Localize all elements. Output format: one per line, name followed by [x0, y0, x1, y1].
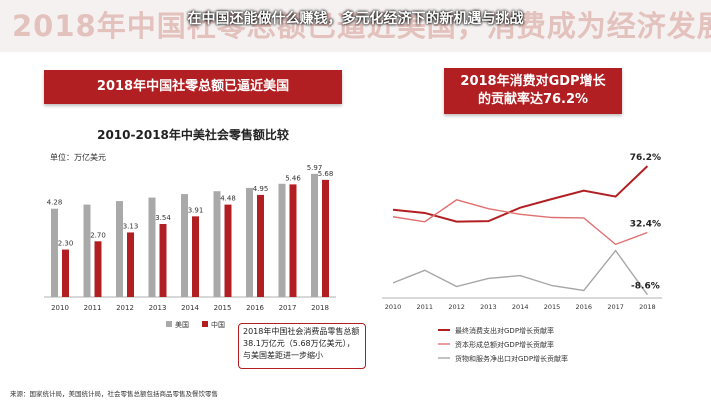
x-tick-label: 2011 [84, 304, 102, 312]
bar-chart-title: 2010-2018年中美社会零售额比较 [97, 128, 289, 142]
bar-china [289, 184, 297, 297]
end-value-label: -8.6% [631, 282, 660, 292]
legend-label: 中国 [211, 320, 225, 329]
x-tick-label: 2010 [51, 304, 69, 312]
x-tick-label: 2013 [480, 303, 497, 311]
series-line-3 [392, 249, 648, 296]
bar-value-label: 2.30 [58, 240, 74, 248]
legend-label: 货物和服务净出口对GDP增长贡献率 [455, 354, 568, 363]
left-banner: 2018年中国社零总额已逼近美国 [44, 70, 342, 104]
bar-usa [83, 204, 91, 297]
bar-value-label: 4.28 [47, 199, 63, 207]
series-line-1 [392, 165, 649, 223]
x-tick-label: 2014 [512, 303, 529, 311]
end-value-label: 32.4% [630, 220, 661, 230]
x-tick-label: 2011 [417, 303, 434, 311]
bar-value-label: 3.13 [123, 222, 139, 230]
right-banner: 2018年消费对GDP增长 的贡献率达76.2% [444, 68, 622, 114]
x-tick-label: 2016 [246, 304, 264, 312]
bar-china [127, 232, 134, 297]
bar-usa [213, 191, 221, 297]
bar-usa [181, 194, 188, 297]
x-tick-label: 2016 [576, 303, 593, 311]
x-tick-label: 2018 [311, 304, 329, 312]
bar-china [94, 241, 102, 297]
bar-china [159, 223, 167, 297]
bar-value-label: 2.70 [90, 231, 106, 239]
page-title: 在中国还能做什么赚钱，多元化经济下的新机遇与挑战 [187, 11, 524, 27]
callout-box: 2018年中国社会消费品零售总额38.1万亿元（5.68万亿美元），与美国差距进… [238, 323, 366, 369]
bar-usa [148, 197, 156, 297]
bar-value-label: 5.68 [318, 170, 334, 178]
bar-value-label: 4.48 [220, 195, 236, 203]
source-note: 来源：国家统计局，美国统计局，社会零售总额包括商品零售及餐饮零售 [10, 390, 218, 398]
x-tick-label: 2015 [544, 303, 561, 311]
bar-usa [278, 183, 286, 297]
x-tick-label: 2017 [279, 304, 297, 312]
bar-value-label: 4.95 [253, 185, 269, 193]
legend-swatch [202, 321, 208, 327]
bar-china [322, 179, 329, 297]
legend-label: 最终消费支出对GDP增长贡献率 [455, 326, 554, 335]
bar-china [257, 194, 264, 297]
bar-value-label: 3.54 [155, 214, 171, 222]
x-tick-label: 2012 [116, 304, 134, 312]
bar-china [224, 204, 232, 297]
bar-value-label: 5.46 [285, 174, 301, 182]
background-headline: 2018年中国社零总额已逼近美国，消费成为经济发展重要引擎 [0, 0, 711, 52]
bar-usa [116, 201, 123, 297]
bar-value-label: 5.97 [307, 164, 323, 172]
right-panel: 2018年消费对GDP增长 的贡献率达76.2% [364, 62, 682, 384]
bar-china [62, 249, 69, 297]
legend-swatch [166, 321, 172, 327]
bar-value-label: 3.91 [188, 206, 204, 214]
x-tick-label: 2010 [385, 303, 402, 311]
bar-china [192, 216, 199, 297]
bar-usa [311, 173, 318, 297]
bar-usa [246, 187, 253, 297]
right-banner-line2: 的贡献率达76.2% [477, 92, 589, 107]
x-tick-label: 2013 [149, 304, 167, 312]
bar-chart-unit: 单位：万亿美元 [50, 153, 106, 162]
right-banner-line1: 2018年消费对GDP增长 [460, 74, 606, 89]
x-tick-label: 2012 [448, 303, 465, 311]
legend-label: 美国 [175, 320, 189, 329]
x-tick-label: 2017 [607, 303, 624, 311]
x-tick-label: 2014 [181, 304, 199, 312]
bar-usa [51, 208, 58, 297]
legend-label: 资本形成总额对GDP增长贡献率 [455, 340, 554, 349]
x-tick-label: 2015 [214, 304, 232, 312]
end-value-label: 76.2% [630, 153, 661, 163]
x-tick-label: 2018 [639, 303, 656, 311]
series-line-2 [392, 199, 648, 246]
